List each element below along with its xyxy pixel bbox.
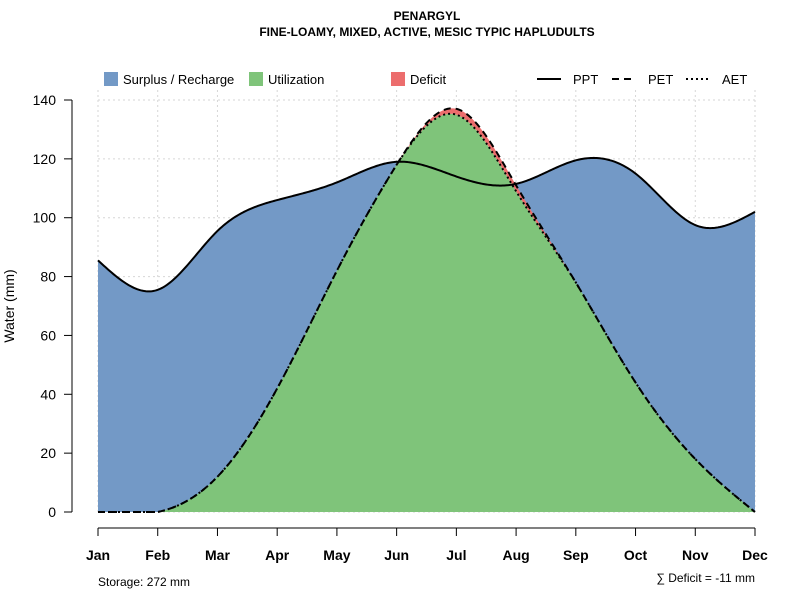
utilization-area [98, 113, 755, 513]
series-line-pet [98, 107, 756, 513]
x-tick-label-aug: Aug [502, 547, 529, 563]
y-tick-label: 0 [48, 504, 56, 520]
legend-label-5: PET [648, 72, 673, 87]
legend-label-6: AET [722, 72, 747, 87]
y-tick-label: 120 [33, 151, 57, 167]
x-tick-label-oct: Oct [624, 547, 648, 563]
x-tick-label-jun: Jun [384, 547, 409, 563]
y-tick-label: 140 [33, 92, 57, 108]
x-tick-label-jan: Jan [86, 547, 110, 563]
chart-subtitle: FINE-LOAMY, MIXED, ACTIVE, MESIC TYPIC H… [259, 25, 594, 39]
deficit-note: ∑ Deficit = -11 mm [656, 571, 755, 585]
x-tick-label-may: May [323, 547, 350, 563]
y-tick-label: 20 [40, 445, 56, 461]
y-tick-label: 40 [40, 386, 56, 402]
legend-swatch-3 [391, 72, 405, 86]
legend-label-1: Surplus / Recharge [123, 72, 234, 87]
x-tick-label-dec: Dec [742, 547, 768, 563]
legend-swatch-1 [104, 72, 118, 86]
x-tick-label-nov: Nov [682, 547, 709, 563]
y-tick-label: 100 [33, 210, 57, 226]
series-line-ppt [97, 156, 756, 293]
legend-label-2: Utilization [268, 72, 324, 87]
x-tick-label-sep: Sep [563, 547, 589, 563]
legend-label-4: PPT [573, 72, 598, 87]
x-tick-label-jul: Jul [446, 547, 466, 563]
legend-label-3: Deficit [410, 72, 447, 87]
series-lines [97, 107, 756, 513]
y-axis-label: Water (mm) [1, 269, 17, 342]
storage-note: Storage: 272 mm [98, 575, 190, 589]
y-tick-label: 60 [40, 327, 56, 343]
x-tick-label-mar: Mar [205, 547, 230, 563]
plot-areas [98, 108, 755, 513]
y-tick-label: 80 [40, 269, 56, 285]
x-tick-label-feb: Feb [145, 547, 170, 563]
legend-swatch-2 [249, 72, 263, 86]
axes: 0 20 40 60 80 100 120 140 Jan Feb Mar Apr May Jun Jul A… [33, 92, 768, 563]
x-tick-label-apr: Apr [265, 547, 290, 563]
legend: Surplus / Recharge Utilization Deficit PPT P… [104, 72, 747, 87]
chart-title: PENARGYL [394, 9, 461, 23]
